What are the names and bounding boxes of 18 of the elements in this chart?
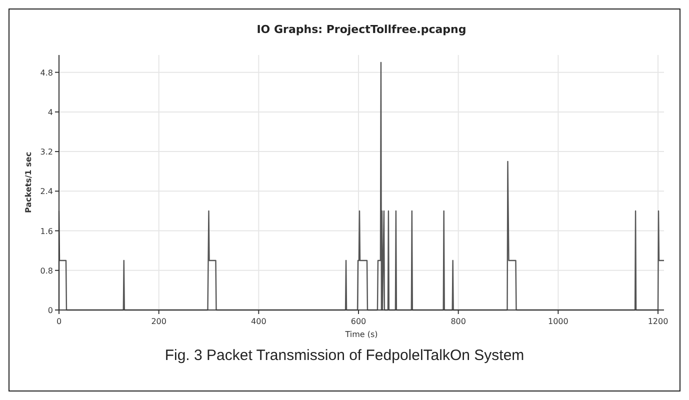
- x-tick-label: 1200: [648, 317, 668, 326]
- chart-title: IO Graphs: ProjectTollfree.pcapng: [256, 23, 466, 36]
- y-axis-title: Packets/1 sec: [24, 152, 33, 214]
- y-tick-label: 0.8: [40, 266, 53, 276]
- x-tick-label: 200: [151, 317, 166, 326]
- x-tick-label: 800: [450, 317, 466, 326]
- y-tick-label: 4: [48, 108, 53, 117]
- y-tick-label: 1.6: [40, 226, 53, 236]
- caption: Fig. 3 Packet Transmission of FedpolelTalkOn System: [164, 347, 524, 364]
- x-tick-label: 0: [56, 317, 62, 326]
- y-tick-label: 4.8: [40, 68, 53, 78]
- x-tick-label: 400: [251, 317, 266, 326]
- y-tick-label: 2.4: [40, 187, 53, 196]
- y-tick-label: 3.2: [40, 148, 53, 157]
- y-tick-label: 0: [48, 306, 53, 315]
- x-tick-label: 600: [350, 317, 366, 326]
- x-axis-title: Time (s): [344, 330, 378, 339]
- x-tick-label: 1000: [548, 317, 568, 326]
